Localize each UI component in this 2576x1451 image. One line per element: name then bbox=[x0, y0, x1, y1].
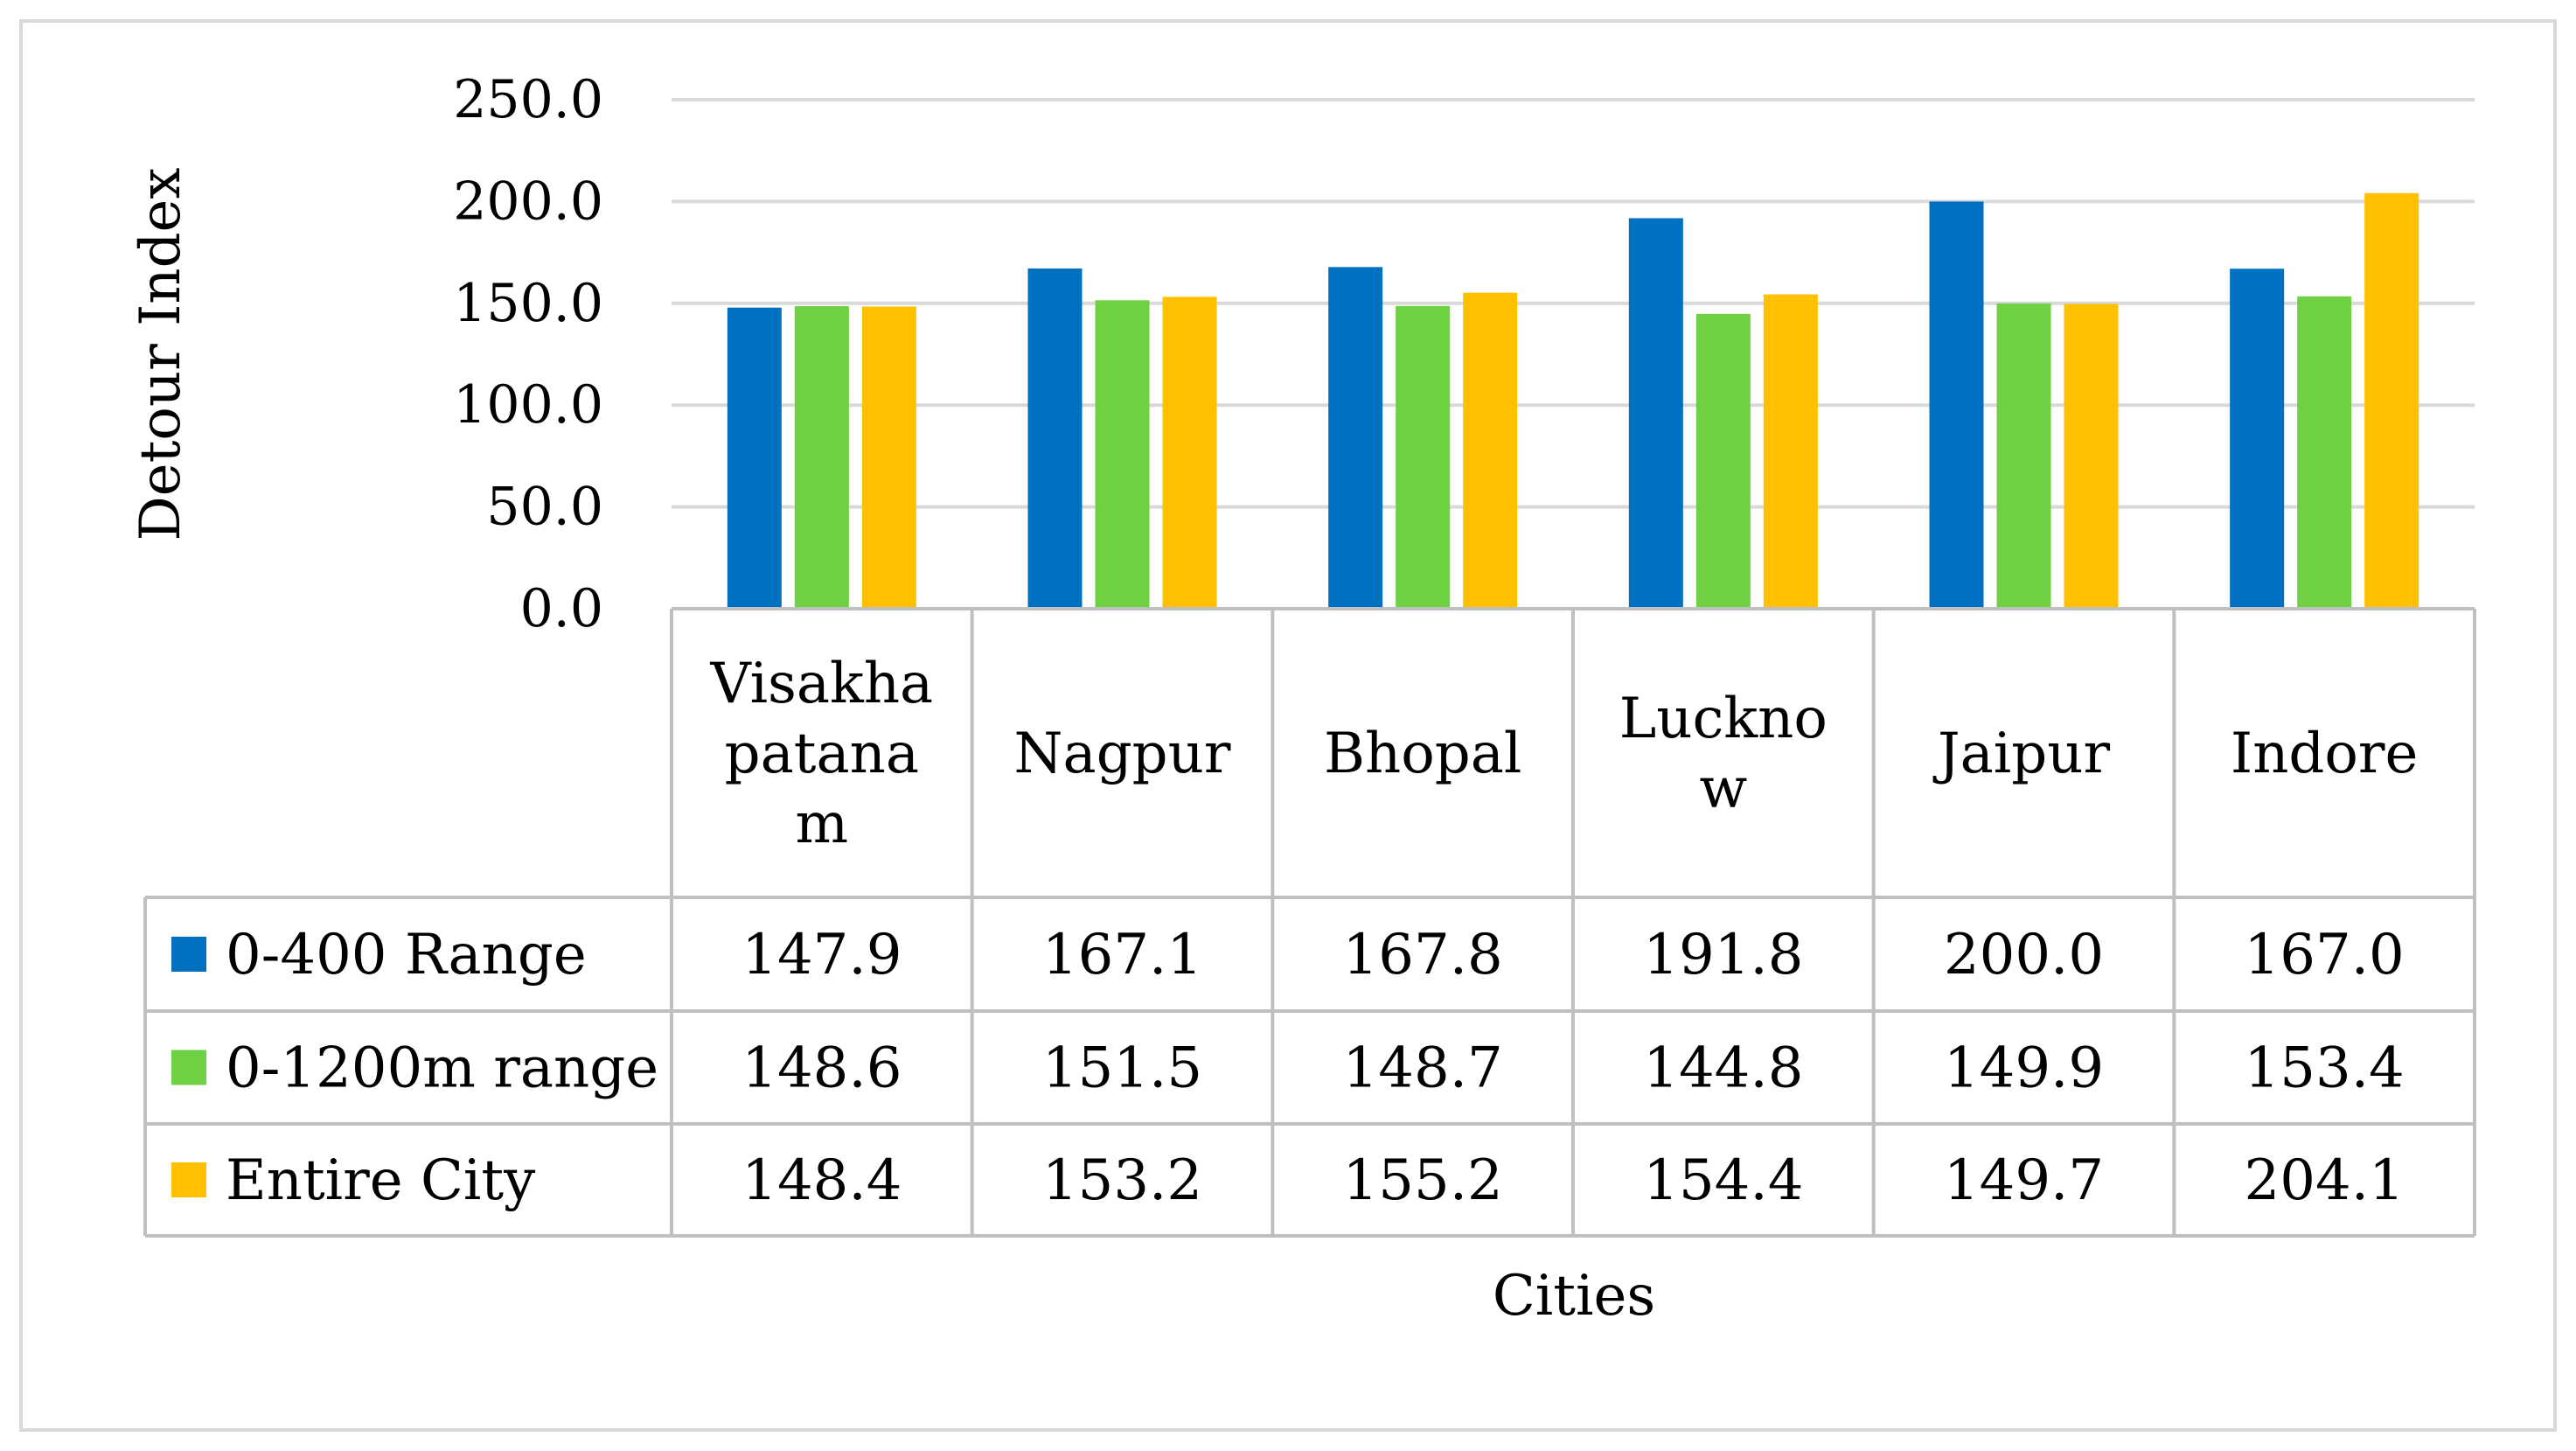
bar bbox=[2230, 269, 2285, 609]
category-label: Bhopal bbox=[1324, 722, 1521, 786]
chart-border bbox=[19, 19, 2557, 1432]
bar bbox=[1095, 300, 1150, 609]
bar bbox=[1027, 268, 1083, 609]
data-label: 149.7 bbox=[1944, 1148, 2104, 1213]
y-axis-ticks: 0.0 50.0 100.0 150.0 200.0 250.0 bbox=[453, 69, 603, 639]
bar bbox=[1763, 294, 1818, 609]
category-label: Jaipur bbox=[1932, 722, 2110, 786]
y-tick-label: 200.0 bbox=[453, 171, 603, 232]
legend-key bbox=[171, 1162, 206, 1197]
bar bbox=[1162, 296, 1217, 609]
x-axis-title: Cities bbox=[1493, 1264, 1655, 1329]
data-label: 153.4 bbox=[2245, 1036, 2405, 1101]
y-tick-label: 100.0 bbox=[453, 374, 603, 436]
gridlines bbox=[672, 98, 2475, 509]
bar bbox=[1628, 218, 1683, 609]
category-label: w bbox=[1699, 757, 1747, 821]
bar bbox=[2064, 303, 2119, 609]
category-label: Luckno bbox=[1619, 687, 1828, 751]
series-name: 0-1200m range bbox=[226, 1036, 658, 1101]
bar bbox=[1396, 305, 1451, 609]
data-label: 153.2 bbox=[1042, 1148, 1202, 1213]
data-label: 154.4 bbox=[1643, 1148, 1803, 1213]
category-label: m bbox=[795, 792, 848, 856]
data-label: 204.1 bbox=[2245, 1148, 2405, 1213]
data-label: 148.6 bbox=[741, 1036, 902, 1101]
category-label: Nagpur bbox=[1014, 722, 1231, 786]
y-tick-label: 0.0 bbox=[520, 578, 603, 639]
bar bbox=[1463, 292, 1518, 609]
bar bbox=[1996, 303, 2051, 609]
data-label: 167.1 bbox=[1042, 923, 1202, 987]
data-label: 149.9 bbox=[1944, 1036, 2104, 1101]
data-label: 148.4 bbox=[741, 1148, 902, 1213]
bar bbox=[2297, 296, 2352, 609]
legend-key bbox=[171, 937, 206, 972]
category-label: patana bbox=[725, 722, 919, 786]
data-label: 167.0 bbox=[2245, 923, 2405, 987]
data-label: 167.8 bbox=[1343, 923, 1503, 987]
bars bbox=[727, 192, 2419, 609]
bar bbox=[861, 306, 916, 609]
bar bbox=[794, 306, 849, 609]
y-axis-title: Detour Index bbox=[129, 167, 193, 541]
bar bbox=[727, 307, 782, 609]
data-label: 148.7 bbox=[1343, 1036, 1503, 1101]
category-label: Indore bbox=[2231, 722, 2418, 786]
data-label: 191.8 bbox=[1643, 923, 1803, 987]
bar bbox=[1929, 201, 1984, 609]
bar bbox=[1695, 313, 1751, 609]
series-name: Entire City bbox=[226, 1148, 535, 1213]
bar bbox=[1328, 267, 1383, 609]
bar bbox=[2364, 192, 2419, 609]
data-label: 151.5 bbox=[1042, 1036, 1202, 1101]
y-tick-label: 250.0 bbox=[453, 69, 603, 130]
data-label: 144.8 bbox=[1643, 1036, 1803, 1101]
series-name: 0-400 Range bbox=[226, 923, 587, 987]
y-tick-label: 150.0 bbox=[453, 273, 603, 334]
legend-key bbox=[171, 1050, 206, 1085]
data-label: 200.0 bbox=[1944, 923, 2104, 987]
data-label: 155.2 bbox=[1343, 1148, 1503, 1213]
category-label: Visakha bbox=[709, 652, 933, 716]
data-label: 147.9 bbox=[741, 923, 902, 987]
y-tick-label: 50.0 bbox=[486, 477, 603, 538]
